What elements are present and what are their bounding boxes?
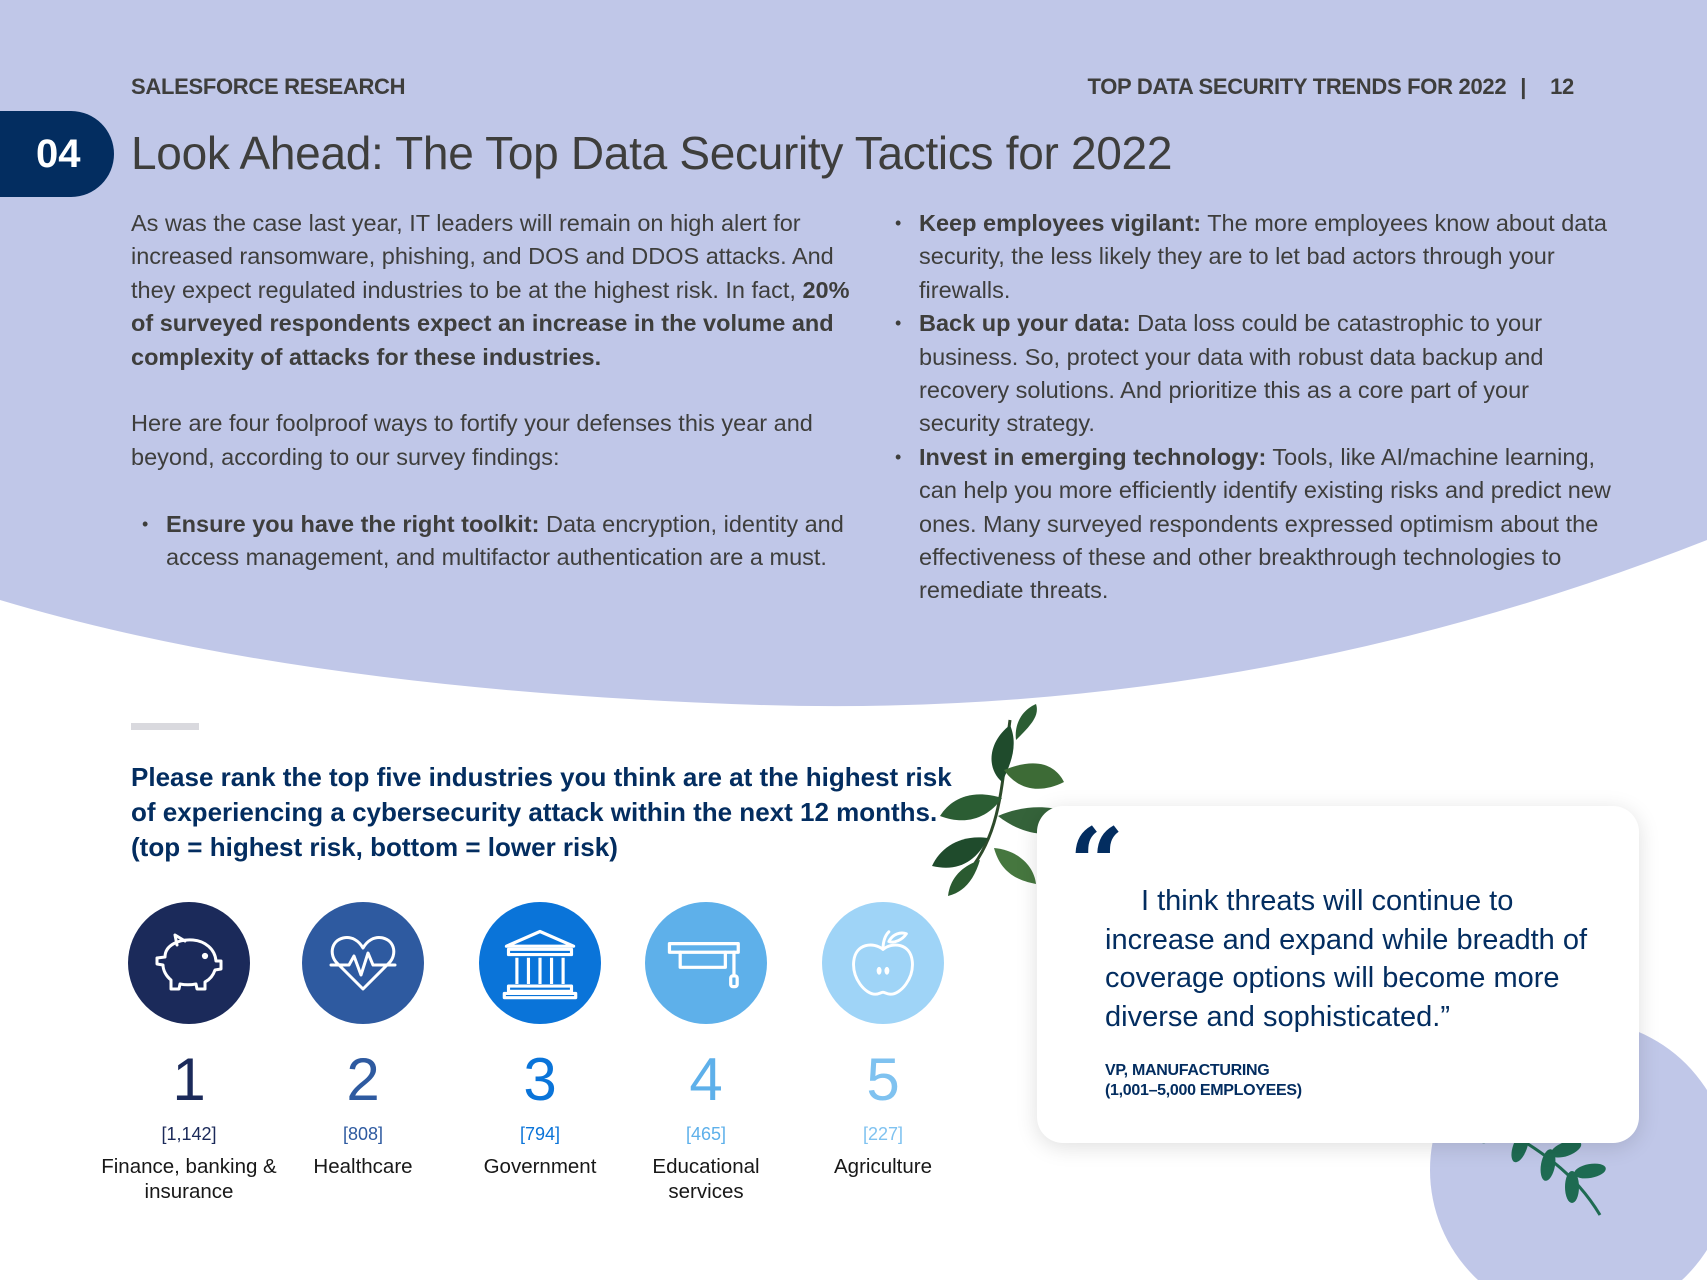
rank-number: 5 [866, 1046, 900, 1113]
rank-number: 4 [689, 1046, 723, 1113]
ranking-circle [645, 902, 767, 1024]
brand-label: SALESFORCE RESEARCH [131, 74, 406, 99]
quote-body: I think threats will continue to increas… [1105, 885, 1588, 1033]
tactic-item: • Ensure you have the right toolkit: Data… [142, 508, 851, 575]
page-title: Look Ahead: The Top Data Security Tactic… [131, 127, 1173, 179]
tactics-column: • Keep employees vigilant: The more emplo… [895, 207, 1615, 608]
tactic-item: • Back up your data: Data loss could be c… [895, 307, 1615, 441]
ranking-circle [302, 902, 424, 1024]
tactic-item: • Invest in emerging technology: Tools, l… [895, 441, 1615, 608]
tactic-text: Data loss could be catastrophic to your … [919, 310, 1544, 437]
tactic-title: Ensure you have the right toolkit: [166, 510, 540, 537]
tactic-text: The more employees know about data secur… [919, 210, 1607, 303]
tactic-text: Tools, like AI/machine learning, can hel… [919, 443, 1611, 604]
report-header: TOP DATA SECURITY TRENDS FOR 2022 | 12 [1087, 74, 1574, 100]
quote-attribution: VP, MANUFACTURING (1,001–5,000 EMPLOYEES… [1105, 1061, 1302, 1101]
tactic-title: Invest in emerging technology: [919, 443, 1267, 470]
response-count: [465] [685, 1124, 727, 1144]
bullet: • [895, 313, 902, 334]
ranking-item-2: 2 [808] Healthcare [273, 902, 453, 1179]
rank-number: 3 [523, 1046, 557, 1113]
response-count: [227] [862, 1124, 904, 1144]
rank-number: 1 [172, 1046, 206, 1113]
ranking-circle [822, 902, 944, 1024]
ranking-item-5: 5 [227] Agriculture [793, 902, 973, 1179]
tactic-title: Keep employees vigilant: [919, 210, 1202, 236]
industry-label: Finance, banking & insurance [101, 1155, 277, 1203]
page-number: 12 [1550, 74, 1574, 99]
ranking-item-4: 4 [465] Educational services [616, 902, 796, 1204]
industry-label: Agriculture [834, 1155, 932, 1178]
rank-number: 2 [346, 1046, 380, 1113]
ranking-circle [479, 902, 601, 1024]
intro-paragraph: As was the case last year, IT leaders wi… [131, 207, 851, 374]
intro-paragraph-2: Here are four foolproof ways to fortify … [131, 410, 813, 470]
survey-question: Please rank the top five industries you … [131, 762, 952, 862]
lavender-band [0, 0, 1707, 707]
response-count: [794] [519, 1124, 561, 1144]
intro-column: As was the case last year, IT leaders wi… [131, 207, 851, 574]
header-separator: | [1520, 74, 1527, 99]
section-divider [131, 723, 199, 730]
ranking-item-3: 3 [794] Government [450, 902, 630, 1179]
graduation-cap-icon [667, 942, 740, 989]
bullet: • [895, 213, 902, 233]
section-number-tab: 04 [0, 111, 114, 197]
intro-highlight: 20% of surveyed respondents expect an in… [131, 276, 850, 370]
response-count: [1,142] [161, 1124, 217, 1144]
report-title: TOP DATA SECURITY TRENDS FOR 2022 [1087, 74, 1507, 99]
bullet: • [142, 513, 149, 534]
bullet: • [895, 446, 902, 467]
piggy-bank-icon [155, 933, 223, 991]
tactics-list-left: • Ensure you have the right toolkit: Data… [142, 508, 851, 575]
response-count: [808] [342, 1124, 384, 1144]
government-building-icon [502, 929, 578, 1000]
attribution-role: VP, MANUFACTURING [1105, 1062, 1270, 1079]
industry-label: Educational services [652, 1155, 760, 1203]
apple-icon [852, 930, 914, 996]
attribution-company: (1,001–5,000 EMPLOYEES) [1105, 1082, 1302, 1099]
quote-card: “ I think threats will continue to incre… [1037, 806, 1639, 1143]
industry-label: Government [483, 1155, 597, 1178]
tactic-title: Back up your data: [919, 310, 1131, 337]
heart-pulse-icon [329, 936, 397, 991]
quote-mark-icon: “ [1069, 807, 1125, 920]
ranking-item-1: 1 [1,142] Finance, banking & insurance [99, 902, 279, 1204]
ranking-circle [128, 902, 250, 1024]
tactic-text: Data encryption, identity and access man… [166, 510, 844, 571]
tactics-list-right: • Keep employees vigilant: The more emplo… [895, 207, 1615, 608]
intro-text: As was the case last year, IT leaders wi… [131, 210, 834, 303]
industry-label: Healthcare [313, 1155, 413, 1178]
tactic-item: • Keep employees vigilant: The more emplo… [895, 207, 1615, 307]
quote-text: I think threats will continue to increas… [1105, 882, 1625, 1036]
